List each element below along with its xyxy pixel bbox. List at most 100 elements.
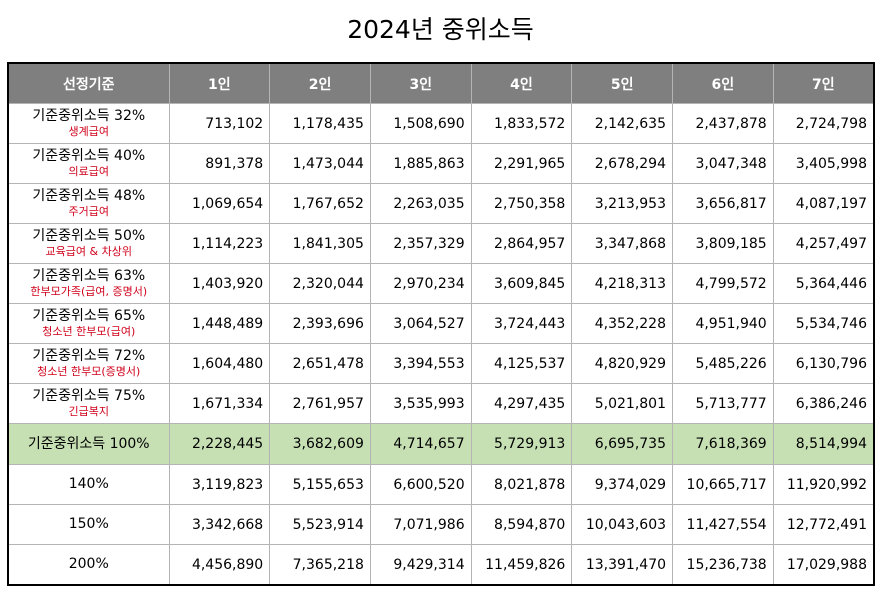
income-value-cell: 3,394,553: [369, 343, 472, 384]
income-value-cell: 1,448,489: [168, 303, 271, 344]
income-value-cell: 3,724,443: [470, 303, 573, 344]
row-label-cell: 기준중위소득 63% 한부모가족(급여, 증명서): [7, 263, 170, 304]
row-label-cell: 기준중위소득 32% 생계급여: [7, 103, 170, 144]
income-value-cell: 1,508,690: [369, 103, 472, 144]
income-value-cell: 11,427,554: [672, 504, 774, 545]
income-value-cell: 2,761,957: [269, 383, 371, 424]
income-value-cell: 4,456,890: [168, 544, 271, 586]
income-value-cell: 1,767,652: [269, 183, 371, 224]
income-value-cell: 5,523,914: [269, 504, 371, 545]
income-value-cell: 2,651,478: [269, 343, 371, 384]
income-value-cell: 2,228,445: [168, 423, 271, 465]
row-label-cell: 기준중위소득 48% 주거급여: [7, 183, 170, 224]
income-value-cell: 6,386,246: [772, 383, 875, 424]
row-label: 기준중위소득 40%: [32, 148, 146, 164]
income-value-cell: 4,799,572: [672, 263, 774, 304]
row-label-cell: 150%: [7, 504, 170, 545]
income-value-cell: 12,772,491: [772, 504, 875, 545]
income-value-cell: 2,291,965: [470, 143, 573, 184]
table-row: 기준중위소득 100% 2,228,445 3,682,609 4,714,657 5,…: [7, 423, 875, 465]
income-value-cell: 10,665,717: [672, 464, 774, 505]
income-value-cell: 5,729,913: [470, 423, 573, 465]
row-label-cell: 기준중위소득 65% 청소년 한부모(급여): [7, 303, 170, 344]
income-value-cell: 1,671,334: [168, 383, 271, 424]
income-value-cell: 15,236,738: [672, 544, 774, 586]
table-row: 200% 4,456,890 7,365,218 9,429,314 11,459,82…: [7, 544, 875, 586]
income-value-cell: 2,724,798: [772, 103, 875, 144]
income-value-cell: 4,820,929: [571, 343, 674, 384]
income-value-cell: 2,320,044: [269, 263, 371, 304]
income-value-cell: 2,263,035: [369, 183, 472, 224]
row-benefit-label: 긴급복지: [68, 405, 109, 418]
income-value-cell: 1,604,480: [168, 343, 271, 384]
header-cell-2: 2인: [269, 62, 371, 104]
row-label-cell: 기준중위소득 72% 청소년 한부모(증명서): [7, 343, 170, 384]
income-value-cell: 1,841,305: [269, 223, 371, 264]
income-value-cell: 4,714,657: [369, 423, 472, 465]
table-header-row: 선정기준 1인 2인 3인 4인 5인 6인 7인: [7, 62, 875, 104]
row-label: 기준중위소득 72%: [32, 348, 146, 364]
row-benefit-label: 한부모가족(급여, 증명서): [30, 285, 148, 298]
income-value-cell: 3,119,823: [168, 464, 271, 505]
row-benefit-label: 교육급여 & 차상위: [45, 245, 132, 258]
income-value-cell: 5,485,226: [672, 343, 774, 384]
row-label-cell: 200%: [7, 544, 170, 586]
income-value-cell: 8,021,878: [470, 464, 573, 505]
income-value-cell: 3,405,998: [772, 143, 875, 184]
income-value-cell: 3,809,185: [672, 223, 774, 264]
income-value-cell: 2,437,878: [672, 103, 774, 144]
income-value-cell: 6,695,735: [571, 423, 674, 465]
income-value-cell: 3,213,953: [571, 183, 674, 224]
row-label-cell: 기준중위소득 75% 긴급복지: [7, 383, 170, 424]
income-value-cell: 7,618,369: [672, 423, 774, 465]
income-value-cell: 9,429,314: [369, 544, 472, 586]
income-value-cell: 5,021,801: [571, 383, 674, 424]
income-value-cell: 5,534,746: [772, 303, 875, 344]
median-income-table: 선정기준 1인 2인 3인 4인 5인 6인 7인 기준중위소득 32% 생계급여…: [7, 62, 875, 586]
income-value-cell: 5,713,777: [672, 383, 774, 424]
income-value-cell: 8,594,870: [470, 504, 573, 545]
income-value-cell: 3,535,993: [369, 383, 472, 424]
table-row: 기준중위소득 63% 한부모가족(급여, 증명서) 1,403,920 2,320,0…: [7, 263, 875, 304]
table-row: 기준중위소득 40% 의료급여 891,378 1,473,044 1,885,863 2…: [7, 143, 875, 184]
income-value-cell: 1,114,223: [168, 223, 271, 264]
row-label: 기준중위소득 65%: [32, 308, 146, 324]
income-value-cell: 4,352,228: [571, 303, 674, 344]
income-value-cell: 1,885,863: [369, 143, 472, 184]
income-value-cell: 1,178,435: [269, 103, 371, 144]
row-label-cell: 기준중위소득 100%: [7, 423, 170, 465]
row-label: 기준중위소득 63%: [32, 268, 146, 284]
row-label: 기준중위소득 100%: [27, 435, 150, 452]
table-row: 기준중위소득 72% 청소년 한부모(증명서) 1,604,480 2,651,478…: [7, 343, 875, 384]
income-value-cell: 7,071,986: [369, 504, 472, 545]
income-value-cell: 7,365,218: [269, 544, 371, 586]
table-row: 기준중위소득 75% 긴급복지 1,671,334 2,761,957 3,535,99…: [7, 383, 875, 424]
table-row: 140% 3,119,823 5,155,653 6,600,520 8,021,878…: [7, 464, 875, 505]
income-value-cell: 4,087,197: [772, 183, 875, 224]
income-value-cell: 11,459,826: [470, 544, 573, 586]
header-cell-6: 6인: [672, 62, 774, 104]
income-value-cell: 2,678,294: [571, 143, 674, 184]
table-row: 150% 3,342,668 5,523,914 7,071,986 8,594,870…: [7, 504, 875, 545]
income-value-cell: 3,047,348: [672, 143, 774, 184]
income-value-cell: 3,347,868: [571, 223, 674, 264]
header-cell-7: 7인: [772, 62, 875, 104]
income-value-cell: 8,514,994: [772, 423, 875, 465]
income-value-cell: 2,750,358: [470, 183, 573, 224]
income-value-cell: 4,125,537: [470, 343, 573, 384]
income-value-cell: 3,342,668: [168, 504, 271, 545]
table-row: 기준중위소득 50% 교육급여 & 차상위 1,114,223 1,841,305 2,…: [7, 223, 875, 264]
income-value-cell: 3,064,527: [369, 303, 472, 344]
row-benefit-label: 청소년 한부모(급여): [42, 325, 136, 338]
row-label: 기준중위소득 32%: [32, 108, 146, 124]
income-value-cell: 4,257,497: [772, 223, 875, 264]
header-cell-criteria: 선정기준: [7, 62, 170, 104]
page-title: 2024년 중위소득: [347, 15, 534, 44]
income-value-cell: 1,069,654: [168, 183, 271, 224]
income-value-cell: 2,142,635: [571, 103, 674, 144]
row-label: 기준중위소득 50%: [32, 228, 146, 244]
header-cell-5: 5인: [571, 62, 674, 104]
income-value-cell: 3,682,609: [269, 423, 371, 465]
income-value-cell: 3,609,845: [470, 263, 573, 304]
income-value-cell: 1,403,920: [168, 263, 271, 304]
